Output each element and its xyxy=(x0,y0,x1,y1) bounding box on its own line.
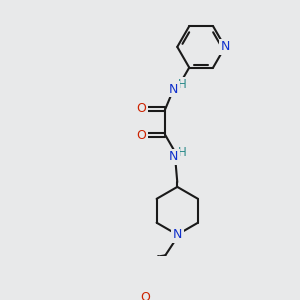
Text: N: N xyxy=(220,40,230,53)
Text: N: N xyxy=(172,228,182,241)
Text: H: H xyxy=(178,78,187,91)
Text: N: N xyxy=(169,150,178,163)
Text: O: O xyxy=(136,102,146,116)
Text: O: O xyxy=(140,291,150,300)
Text: H: H xyxy=(178,146,187,159)
Text: N: N xyxy=(169,82,178,96)
Text: O: O xyxy=(136,129,146,142)
